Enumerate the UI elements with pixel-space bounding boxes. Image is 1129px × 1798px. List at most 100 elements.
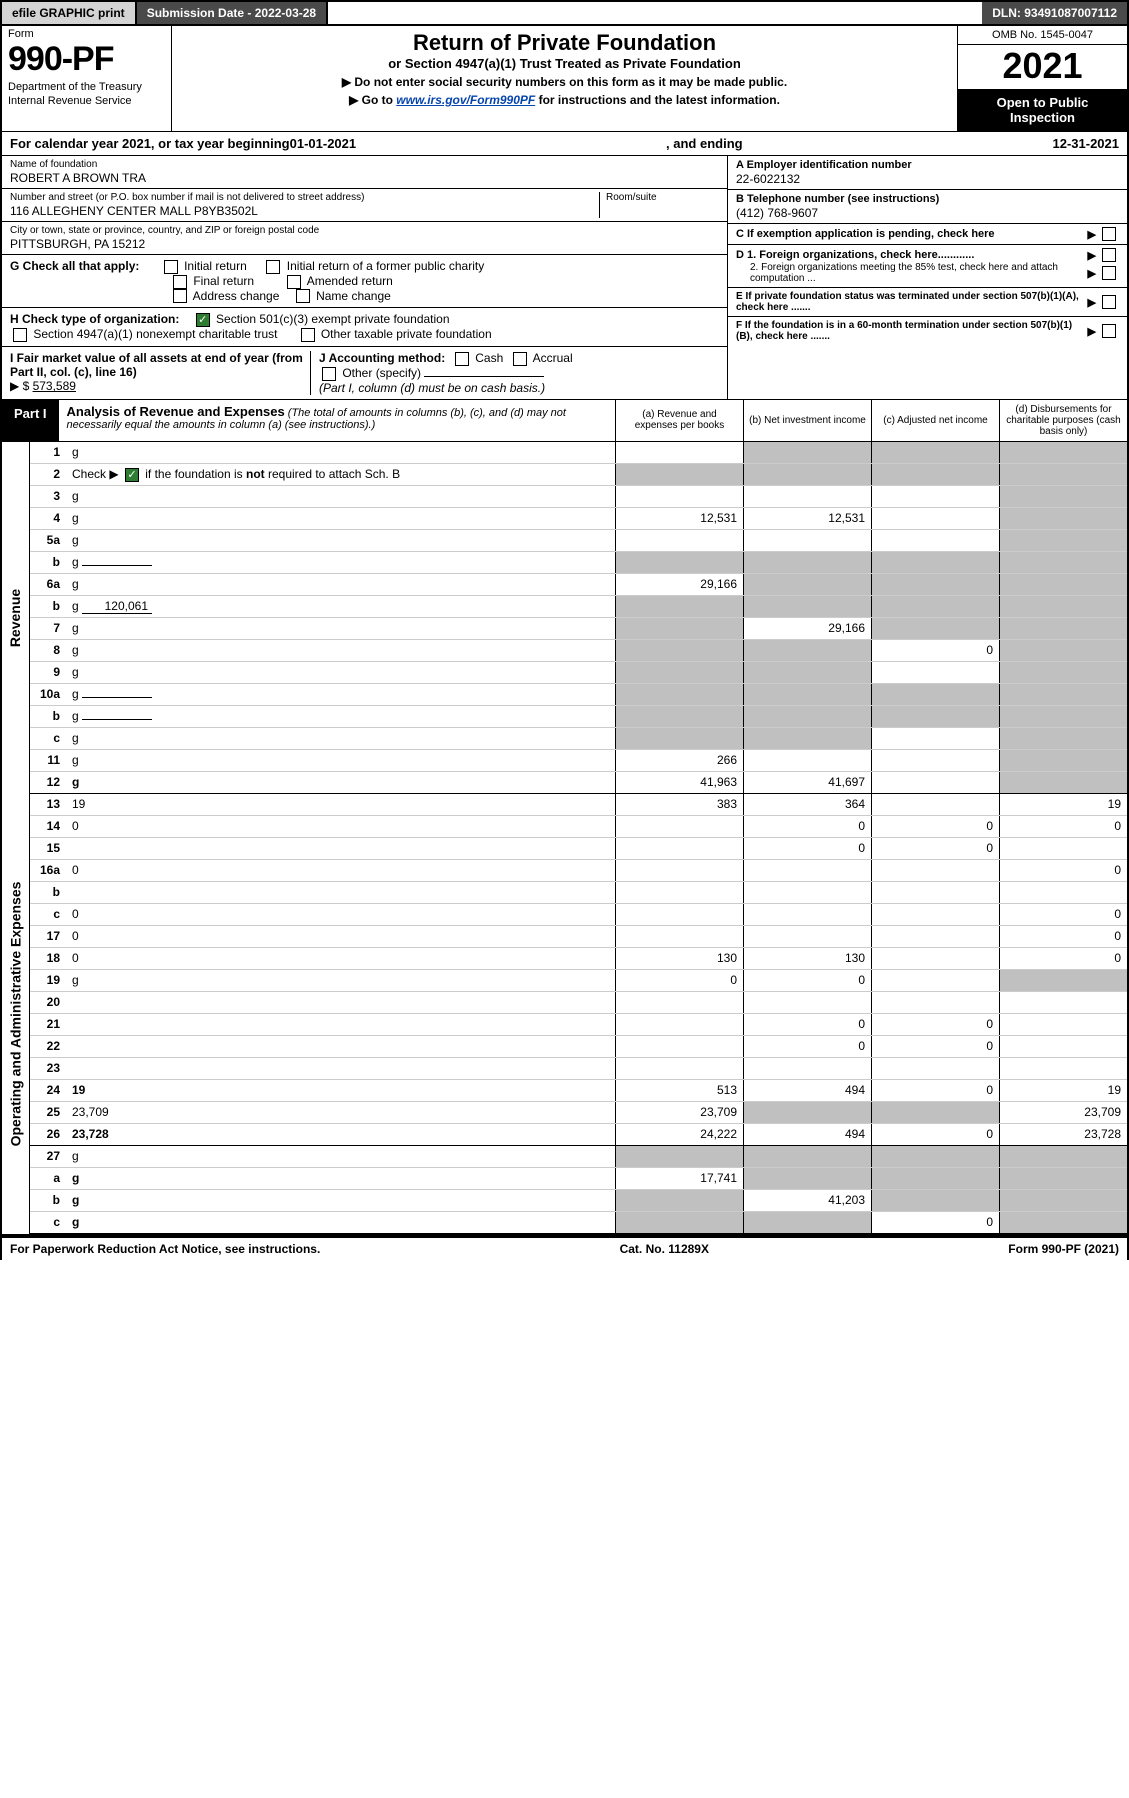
col-b-cell: 130	[743, 948, 871, 969]
h-opt-3: Other taxable private foundation	[321, 327, 492, 341]
table-row: 140000	[30, 816, 1127, 838]
form-title: Return of Private Foundation	[182, 30, 947, 56]
col-c-cell	[871, 728, 999, 749]
line-description: g	[68, 1146, 615, 1167]
initial-return-checkbox[interactable]	[164, 260, 178, 274]
col-a-cell	[615, 530, 743, 551]
efile-print-button[interactable]: efile GRAPHIC print	[2, 2, 137, 24]
ij-row: I Fair market value of all assets at end…	[2, 347, 727, 399]
line-number: 15	[30, 838, 68, 859]
g-opt-3: Amended return	[307, 274, 393, 288]
table-row: b	[30, 882, 1127, 904]
line-description: g	[68, 662, 615, 683]
col-c-cell	[871, 772, 999, 793]
col-c-cell: 0	[871, 1080, 999, 1101]
col-a-cell	[615, 728, 743, 749]
arrow-icon: ▶	[1087, 267, 1095, 280]
arrow-icon: ▶	[1087, 296, 1095, 309]
line-number: 10a	[30, 684, 68, 705]
line-description: g	[68, 618, 615, 639]
initial-former-checkbox[interactable]	[266, 260, 280, 274]
col-a-cell	[615, 640, 743, 661]
table-row: 20	[30, 992, 1127, 1014]
cash-checkbox[interactable]	[455, 352, 469, 366]
e-checkbox[interactable]	[1102, 295, 1116, 309]
g-opt-0: Initial return	[184, 259, 247, 273]
col-d-head: (d) Disbursements for charitable purpose…	[999, 400, 1127, 441]
c-checkbox[interactable]	[1102, 227, 1116, 241]
line-number: b	[30, 1190, 68, 1211]
4947a1-checkbox[interactable]	[13, 328, 27, 342]
col-c-cell	[871, 1102, 999, 1123]
col-b-cell	[743, 860, 871, 881]
col-d-cell: 23,709	[999, 1102, 1127, 1123]
d1-label: D 1. Foreign organizations, check here..…	[736, 249, 1087, 261]
tax-year: 2021	[958, 45, 1127, 89]
line-description: 0	[68, 860, 615, 881]
table-row: 19g00	[30, 970, 1127, 992]
col-d-cell	[999, 530, 1127, 551]
open-line2: Inspection	[962, 110, 1123, 125]
arrow-icon: ▶	[1087, 228, 1095, 241]
table-row: 4g12,53112,531	[30, 508, 1127, 530]
instructions-link[interactable]: www.irs.gov/Form990PF	[396, 93, 535, 107]
table-row: cg0	[30, 1212, 1127, 1234]
col-b-cell: 0	[743, 1036, 871, 1057]
opex-section: Operating and Administrative Expenses 13…	[0, 794, 1129, 1236]
j-label: J Accounting method:	[319, 351, 445, 365]
table-row: 1801301300	[30, 948, 1127, 970]
col-a-cell: 130	[615, 948, 743, 969]
table-row: 2623,72824,222494023,728	[30, 1124, 1127, 1146]
col-c-cell	[871, 1058, 999, 1079]
line-description: g	[68, 728, 615, 749]
line-number: 27	[30, 1146, 68, 1167]
ein-label: A Employer identification number	[736, 159, 912, 171]
goto-note: ▶ Go to www.irs.gov/Form990PF for instru…	[182, 93, 947, 107]
col-c-cell	[871, 486, 999, 507]
e-text: E If private foundation status was termi…	[736, 291, 1079, 313]
col-a-cell	[615, 882, 743, 903]
col-d-cell	[999, 970, 1127, 991]
col-d-cell	[999, 1190, 1127, 1211]
line-number: 5a	[30, 530, 68, 551]
col-c-cell	[871, 948, 999, 969]
col-c-cell: 0	[871, 1036, 999, 1057]
name-cell: Name of foundation ROBERT A BROWN TRA	[2, 156, 727, 189]
col-b-cell: 494	[743, 1124, 871, 1145]
col-d-cell	[999, 750, 1127, 771]
f-cell: F If the foundation is in a 60-month ter…	[728, 317, 1127, 345]
col-d-cell	[999, 1014, 1127, 1035]
f-checkbox[interactable]	[1102, 324, 1116, 338]
addr-cell: Number and street (or P.O. box number if…	[2, 189, 727, 222]
col-d-cell	[999, 640, 1127, 661]
other-method-checkbox[interactable]	[322, 367, 336, 381]
col-d-cell	[999, 662, 1127, 683]
line-number: 16a	[30, 860, 68, 881]
accrual-checkbox[interactable]	[513, 352, 527, 366]
other-taxable-checkbox[interactable]	[301, 328, 315, 342]
col-a-cell: 12,531	[615, 508, 743, 529]
final-return-checkbox[interactable]	[173, 275, 187, 289]
name-change-checkbox[interactable]	[296, 289, 310, 303]
col-a-cell: 41,963	[615, 772, 743, 793]
line-number: 1	[30, 442, 68, 463]
col-b-cell: 0	[743, 816, 871, 837]
col-c-cell	[871, 882, 999, 903]
topbar-spacer	[328, 2, 982, 24]
g-opt-2: Final return	[193, 274, 254, 288]
c-label: C If exemption application is pending, c…	[736, 228, 1087, 240]
table-row: 16a00	[30, 860, 1127, 882]
schb-checkbox[interactable]: ✓	[125, 468, 139, 482]
table-row: cg	[30, 728, 1127, 750]
table-row: 7g29,166	[30, 618, 1127, 640]
amended-return-checkbox[interactable]	[287, 275, 301, 289]
col-b-cell: 29,166	[743, 618, 871, 639]
d2-checkbox[interactable]	[1102, 266, 1116, 280]
part1-desc: Analysis of Revenue and Expenses (The to…	[59, 400, 615, 441]
table-row: bg	[30, 552, 1127, 574]
d1-checkbox[interactable]	[1102, 248, 1116, 262]
501c3-checkbox[interactable]: ✓	[196, 313, 210, 327]
address-change-checkbox[interactable]	[173, 289, 187, 303]
col-c-cell	[871, 596, 999, 617]
opex-rows: 131938336419140000150016a00bc00170018013…	[30, 794, 1127, 1234]
